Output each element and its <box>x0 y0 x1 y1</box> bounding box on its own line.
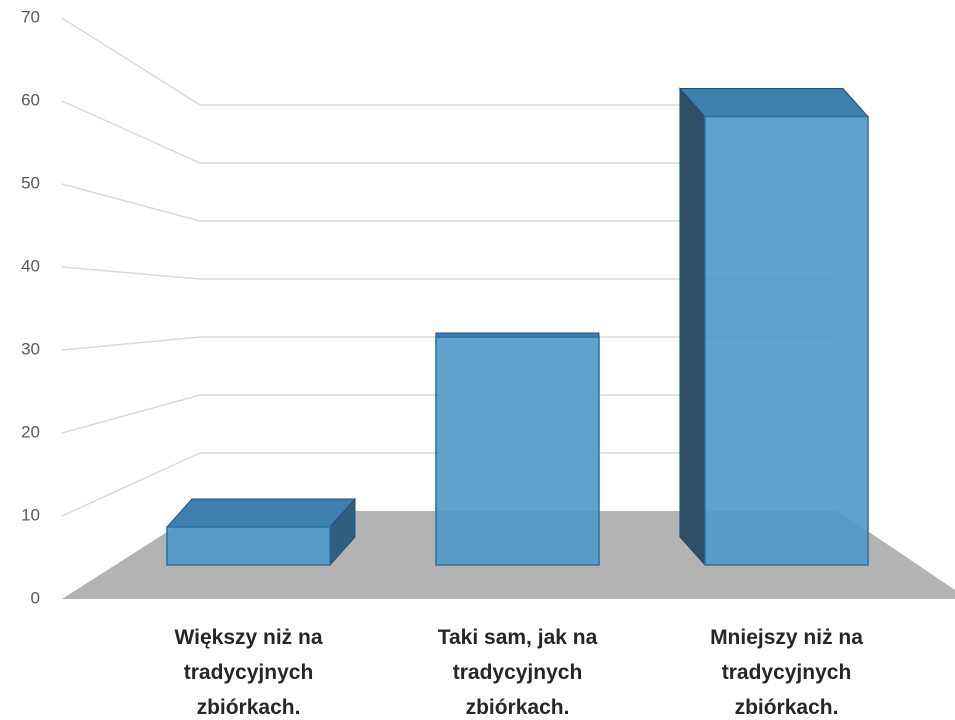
grid-line <box>61 452 838 517</box>
x-tick-label: Taki sam, jak na tradycyjnych zbiórkach. <box>437 626 598 719</box>
bar-front <box>166 526 331 566</box>
y-tick-label: 60 <box>21 90 40 109</box>
y-tick-label: 0 <box>31 588 40 607</box>
bar <box>435 332 600 566</box>
bar-front <box>704 115 869 566</box>
bar-side <box>679 87 706 567</box>
bar <box>678 87 870 567</box>
y-tick-label: 70 <box>21 7 40 26</box>
y-tick-label: 20 <box>21 422 40 441</box>
bar-front <box>435 336 600 566</box>
y-tick-label: 50 <box>21 173 40 192</box>
bar-top <box>165 498 357 528</box>
y-tick-label: 40 <box>21 256 40 275</box>
x-tick-label: Mniejszy niż na tradycyjnych zbiórkach. <box>710 626 863 719</box>
grid-line <box>61 394 838 434</box>
grid-line <box>61 100 838 164</box>
bar-top <box>678 88 870 118</box>
grid-line <box>61 183 838 222</box>
bar <box>165 497 357 567</box>
grid-line <box>61 17 838 106</box>
grid-line <box>61 336 838 351</box>
y-tick-label: 10 <box>21 505 40 524</box>
y-tick-label: 30 <box>21 339 40 358</box>
x-tick-label: Większy niż na tradycyjnych zbiórkach. <box>174 626 323 719</box>
grid-line <box>61 266 838 280</box>
